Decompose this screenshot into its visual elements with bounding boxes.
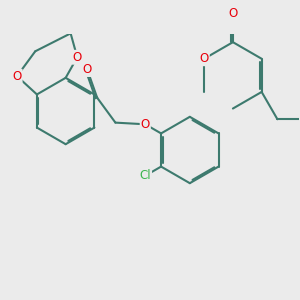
Text: O: O — [141, 118, 150, 131]
Text: Cl: Cl — [140, 169, 151, 182]
Text: O: O — [200, 52, 209, 65]
Text: O: O — [82, 63, 92, 76]
Text: O: O — [228, 8, 238, 20]
Text: O: O — [12, 70, 22, 83]
Text: O: O — [73, 51, 82, 64]
